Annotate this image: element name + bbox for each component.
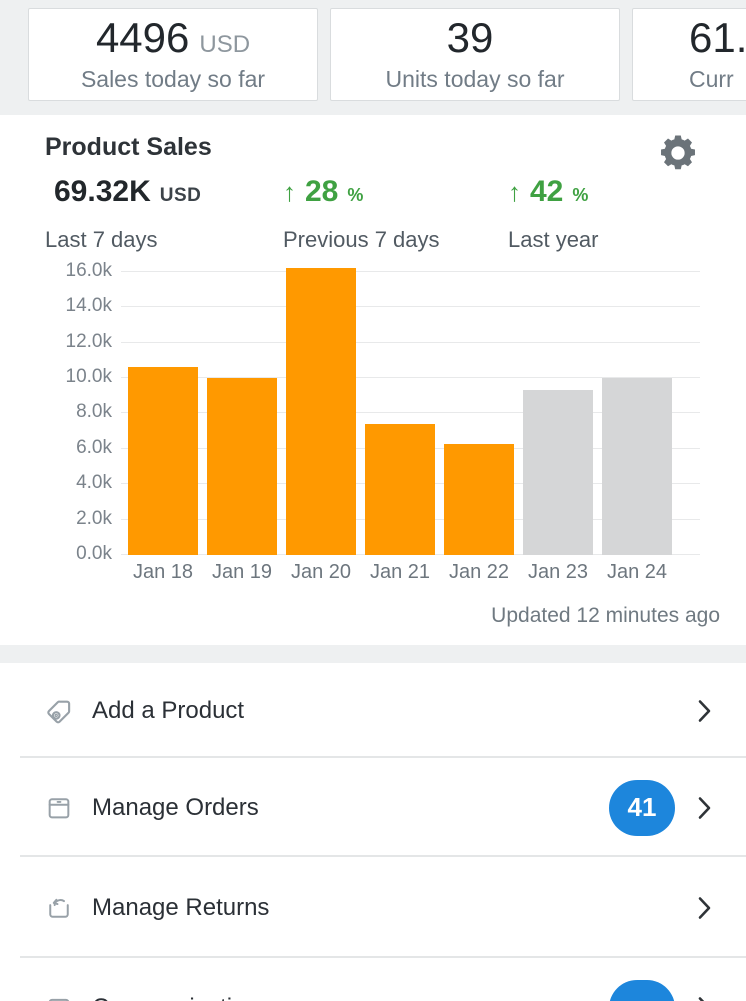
- gridline: [121, 412, 700, 414]
- bar-chart-xaxis: Jan 18 Jan 19 Jan 20 Jan 21 Jan 22 Jan 23 Jan …: [125, 561, 700, 591]
- clipped-card-label: Curr: [689, 65, 734, 92]
- x-tick-label: Jan 22: [448, 561, 510, 583]
- bar-chart-yaxis: 16.0k 14.0k 12.0k 10.0k 8.0k 6.0k 4.0k 2.0k 0.0k: [0, 259, 118, 564]
- tag-icon: [45, 696, 75, 726]
- y-tick-label: 4.0k: [76, 472, 112, 494]
- product-sales-card: Product Sales 69.32K USD Last 7 days ↑ 2…: [0, 115, 746, 645]
- bar-jan-18[interactable]: [128, 367, 198, 555]
- chevron-right-icon: [697, 795, 712, 821]
- sales-today-label: Sales today so far: [80, 65, 266, 92]
- x-tick-label: Jan 24: [606, 561, 668, 583]
- x-tick-label: Jan 21: [369, 561, 431, 583]
- gridline: [121, 306, 700, 308]
- stat-card-sales-today[interactable]: 4496 USD Sales today so far: [28, 8, 318, 101]
- x-tick-label: Jan 19: [211, 561, 273, 583]
- up-arrow-icon: ↑: [283, 177, 296, 207]
- gridline: [121, 270, 700, 272]
- product-sales-title: Product Sales: [45, 133, 212, 161]
- orders-box-icon: [45, 793, 75, 823]
- menu-item-manage-returns[interactable]: Manage Returns: [0, 857, 746, 958]
- y-tick-label: 10.0k: [65, 366, 112, 388]
- menu-item-communications[interactable]: Communications: [0, 958, 746, 1001]
- x-tick-label: Jan 23: [527, 561, 589, 583]
- orders-count-badge: 41: [609, 779, 675, 836]
- metric-value: 42: [530, 175, 564, 208]
- stat-card-units-today[interactable]: 39 Units today so far: [330, 8, 620, 101]
- chevron-right-icon: [697, 895, 712, 921]
- gear-icon: [661, 135, 695, 170]
- y-tick-label: 12.0k: [65, 330, 112, 352]
- x-tick-label: Jan 20: [290, 561, 352, 583]
- stat-card-clipped[interactable]: 61. Curr: [632, 8, 746, 101]
- metric-value: 28: [305, 175, 339, 208]
- menu-item-label: Manage Orders: [92, 793, 259, 821]
- metric-suffix: %: [572, 185, 589, 205]
- communications-count-badge: [609, 980, 675, 1001]
- action-menu: Add a Product Manage Orders 41: [0, 663, 746, 1001]
- metric-previous-7-days: ↑ 28 %: [283, 177, 364, 207]
- bar-jan-24[interactable]: [602, 378, 672, 555]
- row-divider: [20, 756, 746, 758]
- bar-jan-23[interactable]: [523, 390, 593, 555]
- settings-button[interactable]: [655, 130, 701, 176]
- bar-jan-20[interactable]: [286, 268, 356, 555]
- chevron-right-icon: [697, 995, 712, 1001]
- menu-item-label: Communications: [92, 994, 609, 1001]
- sales-today-value: 4496: [95, 13, 190, 61]
- metric-label-last-year: Last year: [508, 227, 599, 252]
- sales-today-unit: USD: [199, 30, 251, 58]
- y-tick-label: 0.0k: [76, 543, 112, 564]
- y-tick-label: 2.0k: [76, 507, 112, 529]
- metric-last-7-days: 69.32K USD: [45, 177, 201, 207]
- menu-item-label: Add a Product: [92, 696, 245, 724]
- menu-item-manage-orders[interactable]: Manage Orders 41: [0, 758, 746, 857]
- row-divider: [20, 956, 746, 958]
- communications-icon: [45, 993, 75, 1001]
- row-divider: [20, 855, 746, 857]
- y-tick-label: 6.0k: [76, 436, 112, 458]
- metric-label-last-7-days: Last 7 days: [45, 227, 158, 252]
- y-tick-label: 8.0k: [76, 401, 112, 423]
- x-tick-label: Jan 18: [132, 561, 194, 583]
- chevron-right-icon: [697, 698, 712, 724]
- y-tick-label: 16.0k: [65, 259, 112, 281]
- metric-suffix: %: [347, 185, 364, 205]
- gridline: [121, 341, 700, 343]
- menu-item-add-a-product[interactable]: Add a Product: [0, 663, 746, 758]
- metric-last-year: ↑ 42 %: [508, 177, 589, 207]
- y-tick-label: 14.0k: [65, 295, 112, 317]
- metric-label-previous-7-days: Previous 7 days: [283, 227, 440, 252]
- clipped-card-value: 61.: [689, 13, 746, 61]
- units-today-label: Units today so far: [385, 65, 565, 92]
- bar-jan-19[interactable]: [207, 378, 277, 555]
- units-today-value: 39: [446, 13, 494, 61]
- metric-value: 69.32K: [54, 175, 151, 208]
- updated-timestamp: Updated 12 minutes ago: [491, 604, 720, 627]
- return-box-icon: [45, 893, 75, 923]
- bar-jan-22[interactable]: [444, 444, 514, 555]
- up-arrow-icon: ↑: [508, 177, 521, 207]
- bar-chart-plot: [121, 263, 700, 555]
- product-sales-bar-chart: 16.0k 14.0k 12.0k 10.0k 8.0k 6.0k 4.0k 2.0k 0.0k…: [0, 259, 746, 598]
- bar-jan-21[interactable]: [365, 424, 435, 555]
- menu-item-label: Manage Returns: [92, 893, 270, 921]
- gridline: [121, 377, 700, 379]
- metric-suffix: USD: [159, 185, 202, 206]
- stat-card-row: 4496 USD Sales today so far 39 Units tod…: [28, 8, 746, 101]
